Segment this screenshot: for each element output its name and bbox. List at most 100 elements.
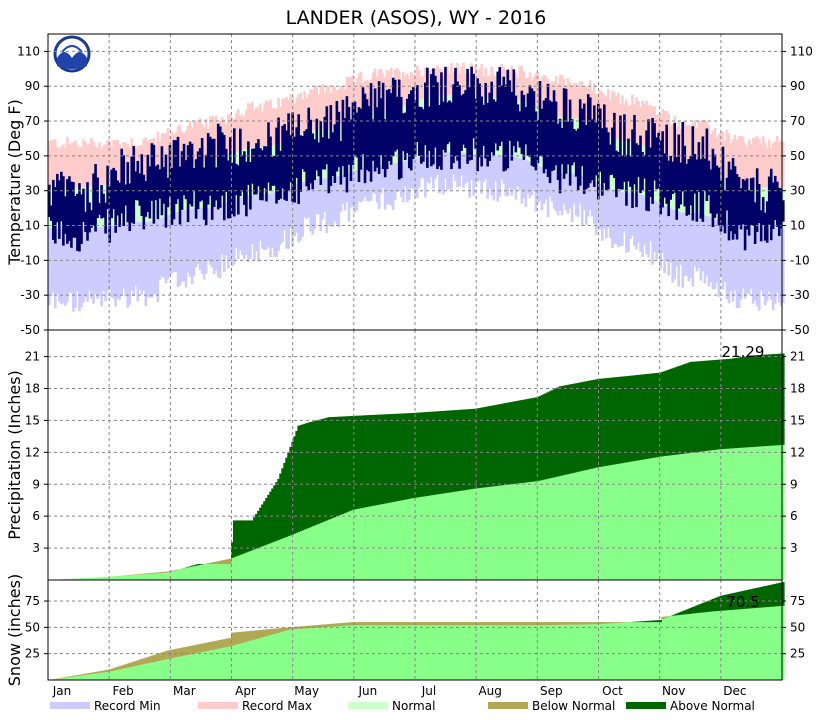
normal-cumulative-bar (168, 658, 172, 680)
departure-bar (540, 395, 544, 481)
record-min-bar (239, 197, 242, 251)
departure-bar (233, 520, 236, 558)
normal-cumulative-bar (363, 507, 367, 580)
observed-bar (580, 108, 584, 167)
observed-bar (588, 97, 592, 184)
observed-bar (655, 137, 658, 190)
record-max-bar (84, 142, 87, 188)
departure-bar (345, 416, 349, 513)
departure-bar (751, 355, 755, 447)
departure-bar (92, 672, 95, 674)
record-max-bar (438, 68, 441, 96)
observed-bar (94, 163, 97, 232)
record-min-bar (224, 202, 228, 256)
normal-cumulative-bar (444, 493, 447, 580)
normal-cumulative-bar (584, 470, 588, 580)
record-max-bar (450, 63, 453, 96)
departure-bar (603, 378, 606, 467)
record-max-bar (737, 136, 741, 186)
departure-bar (711, 360, 715, 451)
observed-bar (739, 188, 743, 230)
normal-cumulative-bar (375, 625, 379, 680)
y-tick-label-right: -10 (790, 253, 810, 267)
departure-bar (675, 366, 679, 455)
record-min-bar (661, 204, 664, 253)
normal-cumulative-bar (779, 445, 783, 580)
departure-bar (96, 671, 99, 674)
record-min-bar (64, 228, 67, 306)
observed-bar (68, 176, 71, 241)
observed-bar (200, 138, 204, 201)
observed-bar (237, 165, 240, 215)
normal-cumulative-bar (524, 625, 528, 680)
observed-bar (424, 82, 427, 146)
normal-cumulative-bar (715, 449, 719, 580)
normal-cumulative-bar (241, 642, 244, 680)
departure-bar (584, 381, 588, 470)
departure-bar (496, 404, 500, 486)
normal-cumulative-bar (204, 564, 208, 580)
normal-cumulative-bar (110, 671, 113, 680)
record-max-bar (52, 140, 55, 188)
record-min-bar (681, 212, 685, 288)
record-min-bar (629, 192, 632, 239)
normal-cumulative-bar (180, 656, 184, 680)
normal-cumulative-bar (625, 462, 628, 580)
normal-cumulative-bar (84, 674, 87, 680)
normal-cumulative-bar (510, 484, 514, 580)
record-min-bar (299, 182, 302, 241)
observed-bar (188, 141, 192, 205)
record-min-bar (309, 179, 313, 232)
normal-cumulative-bar (592, 624, 596, 680)
observed-bar (90, 210, 93, 228)
record-max-bar (448, 73, 451, 96)
observed-bar (150, 143, 154, 201)
departure-bar (514, 401, 518, 484)
record-min-bar (98, 227, 101, 296)
observed-bar (769, 168, 773, 241)
departure-bar (685, 609, 689, 615)
normal-cumulative-bar (528, 625, 532, 680)
observed-series (48, 66, 785, 252)
record-max-bar (154, 145, 158, 178)
normal-cumulative-bar (707, 611, 711, 680)
departure-bar (715, 597, 719, 612)
normal-cumulative-bar (226, 564, 230, 580)
observed-bar (749, 178, 753, 225)
departure-bar (647, 373, 650, 459)
normal-cumulative-bar (490, 486, 494, 580)
normal-cumulative-bar (753, 446, 757, 580)
record-max-bar (607, 88, 610, 136)
normal-cumulative-bar (613, 464, 616, 580)
record-max-bar (667, 113, 670, 163)
normal-cumulative-bar (349, 510, 353, 580)
departure-bar (697, 361, 701, 452)
normal-cumulative-bar (476, 488, 479, 580)
month-label: Jun (357, 684, 377, 698)
departure-bar (393, 622, 397, 626)
normal-cumulative-bar (102, 672, 105, 680)
record-max-bar (550, 81, 554, 115)
departure-bar (381, 622, 385, 626)
normal-cumulative-bar (200, 564, 204, 580)
observed-bar (58, 180, 61, 239)
departure-bar (224, 638, 228, 648)
departure-bar (763, 586, 767, 608)
normal-cumulative-bar (353, 625, 357, 680)
record-min-bar (534, 164, 538, 212)
departure-bar (106, 669, 109, 672)
normal-cumulative-bar (524, 482, 528, 580)
record-min-bar (643, 195, 646, 245)
legend-item: Below Normal (488, 699, 615, 713)
normal-cumulative-bar (605, 465, 608, 580)
record-min-bar (615, 190, 618, 245)
record-min-bar (251, 194, 254, 244)
legend-label: Normal (392, 699, 435, 713)
normal-cumulative-bar (582, 624, 586, 680)
departure-bar (353, 415, 357, 510)
normal-cumulative-bar (142, 664, 146, 680)
normal-cumulative-bar (321, 522, 325, 580)
normal-cumulative-bar (160, 660, 164, 680)
record-max-bar (689, 126, 693, 170)
record-min-bar (570, 173, 574, 222)
